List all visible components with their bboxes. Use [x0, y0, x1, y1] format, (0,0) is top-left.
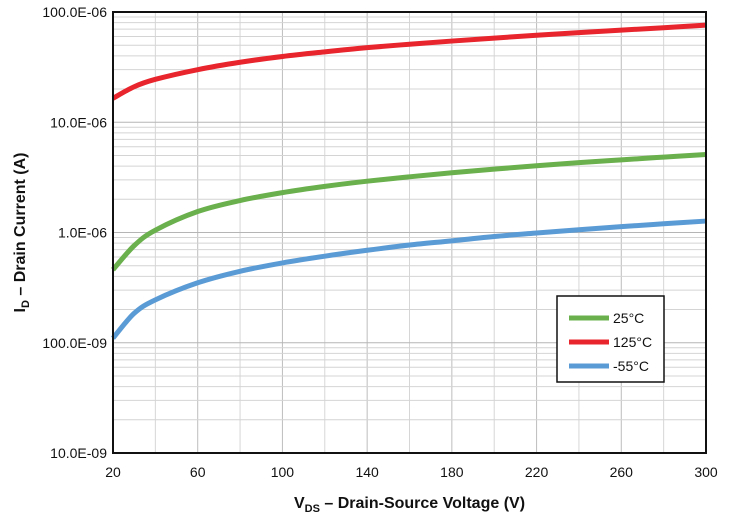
x-tick-label: 180: [440, 464, 464, 480]
x-tick-label: 140: [355, 464, 379, 480]
legend: 25°C 125°C -55°C: [556, 295, 665, 383]
series-line-125c: [111, 22, 707, 101]
x-tick-label: 220: [525, 464, 549, 480]
legend-label: 125°C: [613, 334, 652, 350]
tick-labels: 20 60 100 140 180 220 260 300 10.0E-09 100.0E-09 1…: [42, 4, 718, 480]
x-tick-label: 260: [610, 464, 634, 480]
y-tick-label: 1.0E-06: [58, 225, 107, 241]
y-axis-title: ID – Drain Current (A): [12, 153, 32, 313]
series-line-minus55c: [111, 218, 707, 340]
y-tick-label: 100.0E-06: [42, 4, 107, 20]
legend-label: 25°C: [613, 310, 644, 326]
series-line-25c: [111, 151, 707, 272]
legend-label: -55°C: [613, 358, 649, 374]
x-tick-label: 100: [271, 464, 295, 480]
x-axis-title: VDS – Drain-Source Voltage (V): [294, 495, 525, 515]
x-tick-label: 60: [190, 464, 206, 480]
y-tick-label: 100.0E-09: [42, 335, 107, 351]
y-tick-label: 10.0E-09: [50, 445, 107, 461]
y-tick-label: 10.0E-06: [50, 114, 107, 130]
x-tick-label: 20: [105, 464, 121, 480]
series-layer: [111, 22, 707, 340]
x-tick-label: 300: [694, 464, 718, 480]
plot-frame: [112, 11, 707, 454]
